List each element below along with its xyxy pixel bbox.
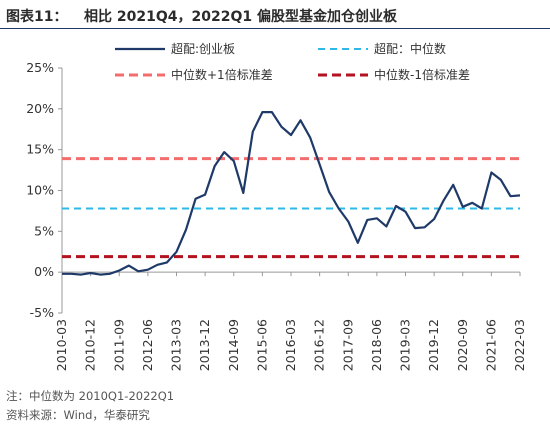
- figure-title: 相比 2021Q4，2022Q1 偏股型基金加仓创业板: [84, 9, 397, 25]
- x-tick-label: 2018-06: [369, 319, 384, 371]
- legend-label: 超配：中位数: [374, 41, 446, 56]
- x-tick-label: 2021-06: [483, 319, 498, 371]
- x-tick-label: 2020-09: [455, 319, 470, 371]
- x-tick-label: 2016-03: [283, 319, 298, 371]
- reference-lines: [62, 157, 520, 259]
- x-tick-label: 2014-09: [226, 319, 241, 371]
- y-tick-label: 15%: [26, 142, 54, 157]
- x-tick-label: 2016-12: [312, 319, 327, 371]
- x-axis: 2010-03 2010-12 2011-09 2012-06 2013-03 2013-…: [54, 271, 527, 371]
- x-tick-label: 2019-03: [398, 319, 413, 371]
- legend-item-minus-1sd: 中位数-1倍标准差: [318, 67, 470, 82]
- y-tick-label: -5%: [30, 305, 54, 320]
- x-tick-label: 2017-09: [340, 319, 355, 371]
- figure-label: 图表11：: [6, 9, 68, 25]
- y-axis: -5% 0% 5% 10% 15% 20% 25%: [26, 60, 63, 320]
- x-tick-label: 2010-12: [83, 319, 98, 371]
- legend-item-median: 超配：中位数: [318, 41, 446, 56]
- y-tick-label: 20%: [26, 101, 54, 116]
- y-tick-label: 10%: [26, 183, 54, 198]
- y-tick-label: 25%: [26, 60, 54, 75]
- x-tick-label: 2011-09: [111, 319, 126, 371]
- overweight-chinext-line: [62, 110, 521, 276]
- legend-label: 中位数+1倍标准差: [171, 67, 273, 82]
- x-tick-label: 2013-12: [197, 319, 212, 371]
- x-tick-label: 2015-06: [254, 319, 269, 371]
- legend-item-overweight: 超配:创业板: [115, 41, 235, 56]
- legend-item-plus-1sd: 中位数+1倍标准差: [115, 67, 273, 82]
- legend-label: 中位数-1倍标准差: [374, 67, 470, 82]
- x-tick-label: 2013-03: [169, 319, 184, 371]
- figure-header: 图表11： 相比 2021Q4，2022Q1 偏股型基金加仓创业板: [0, 0, 550, 29]
- y-tick-label: 5%: [34, 223, 54, 238]
- y-tick-label: 0%: [34, 264, 54, 279]
- x-tick-label: 2012-06: [140, 319, 155, 371]
- x-tick-label: 2010-03: [54, 319, 69, 371]
- legend-label: 超配:创业板: [171, 41, 235, 56]
- series-lines: [62, 110, 521, 276]
- figure-source: 资料来源：Wind，华泰研究: [6, 408, 150, 422]
- x-tick-label: 2019-12: [426, 319, 441, 371]
- x-tick-label: 2022-03: [512, 319, 527, 371]
- figure-note: 注：中位数为 2010Q1-2022Q1: [6, 389, 175, 403]
